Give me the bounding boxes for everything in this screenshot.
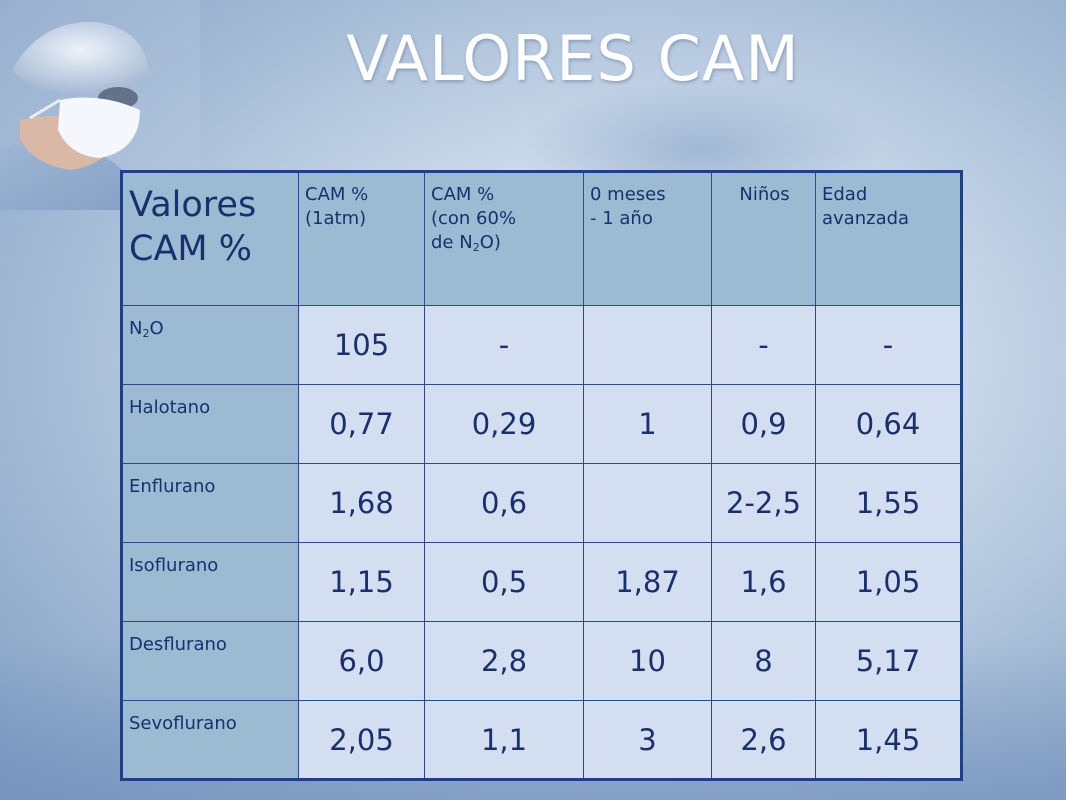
row-header-desflurano: Desflurano xyxy=(121,621,299,701)
table-cell: 1 xyxy=(583,384,712,464)
table-cell: 105 xyxy=(298,305,425,385)
table-cell: 8 xyxy=(711,621,816,701)
header-subscript: 2 xyxy=(472,241,480,254)
header-text: CAM % xyxy=(431,184,495,205)
header-text: 0 meses xyxy=(590,184,666,205)
table-cell: 2,8 xyxy=(424,621,584,701)
table-cell: 6,0 xyxy=(298,621,425,701)
row-header-enflurano: Enflurano xyxy=(121,463,299,543)
column-header-infant: 0 meses - 1 año xyxy=(583,171,712,306)
table-cell: 0,77 xyxy=(298,384,425,464)
table-cell: 10 xyxy=(583,621,712,701)
header-text: CAM % xyxy=(305,184,369,205)
table-cell xyxy=(583,305,712,385)
header-text: Niños xyxy=(739,184,790,205)
cam-values-table: Valores CAM % CAM % (1atm) CAM % (con 60… xyxy=(120,170,963,781)
corner-line1: Valores xyxy=(129,185,257,225)
table-row-halotano: Halotano 0,77 0,29 1 0,9 0,64 xyxy=(121,384,962,464)
header-text: de N xyxy=(431,232,473,253)
table-cell: 1,1 xyxy=(424,700,584,780)
table-cell: 1,05 xyxy=(815,542,962,622)
table-cell: 2,6 xyxy=(711,700,816,780)
row-header-halotano: Halotano xyxy=(121,384,299,464)
table-cell xyxy=(583,463,712,543)
page-title: VALORES CAM xyxy=(346,22,800,95)
table-cell: 1,45 xyxy=(815,700,962,780)
row-header-isoflurano: Isoflurano xyxy=(121,542,299,622)
row-header-n2o: N2O xyxy=(121,305,299,385)
table-row-sevoflurano: Sevoflurano 2,05 1,1 3 2,6 1,45 xyxy=(121,700,962,780)
header-text: avanzada xyxy=(822,208,910,229)
table-cell: 0,64 xyxy=(815,384,962,464)
header-text: Edad xyxy=(822,184,868,205)
table-cell: 2,05 xyxy=(298,700,425,780)
table-row-isoflurano: Isoflurano 1,15 0,5 1,87 1,6 1,05 xyxy=(121,542,962,622)
table-cell: 0,5 xyxy=(424,542,584,622)
table-cell: - xyxy=(815,305,962,385)
table-row-desflurano: Desflurano 6,0 2,8 10 8 5,17 xyxy=(121,621,962,701)
column-header-cam-1atm: CAM % (1atm) xyxy=(298,171,425,306)
row-label: O xyxy=(149,318,164,339)
header-text: - 1 año xyxy=(590,208,653,229)
header-text: (1atm) xyxy=(305,208,367,229)
table-cell: 5,17 xyxy=(815,621,962,701)
table-corner-header: Valores CAM % xyxy=(121,171,299,306)
table-cell: 2-2,5 xyxy=(711,463,816,543)
table-cell: 1,15 xyxy=(298,542,425,622)
column-header-cam-n2o: CAM % (con 60% de N2O) xyxy=(424,171,584,306)
row-label-subscript: 2 xyxy=(142,327,150,340)
table-cell: 0,29 xyxy=(424,384,584,464)
table-row-enflurano: Enflurano 1,68 0,6 2-2,5 1,55 xyxy=(121,463,962,543)
column-header-children: Niños xyxy=(711,171,816,306)
table-cell: 1,6 xyxy=(711,542,816,622)
table-cell: - xyxy=(424,305,584,385)
corner-line2: CAM % xyxy=(129,229,252,269)
table-cell: 1,55 xyxy=(815,463,962,543)
row-label: N xyxy=(129,318,143,339)
table-cell: 0,6 xyxy=(424,463,584,543)
table-row-n2o: N2O 105 - - - xyxy=(121,305,962,385)
header-text: (con 60% xyxy=(431,208,517,229)
header-text: O) xyxy=(479,232,501,253)
table-cell: 3 xyxy=(583,700,712,780)
column-header-elderly: Edad avanzada xyxy=(815,171,962,306)
row-header-sevoflurano: Sevoflurano xyxy=(121,700,299,780)
table-header-row: Valores CAM % CAM % (1atm) CAM % (con 60… xyxy=(121,171,962,306)
table-cell: - xyxy=(711,305,816,385)
table-cell: 1,87 xyxy=(583,542,712,622)
table-cell: 1,68 xyxy=(298,463,425,543)
table-cell: 0,9 xyxy=(711,384,816,464)
